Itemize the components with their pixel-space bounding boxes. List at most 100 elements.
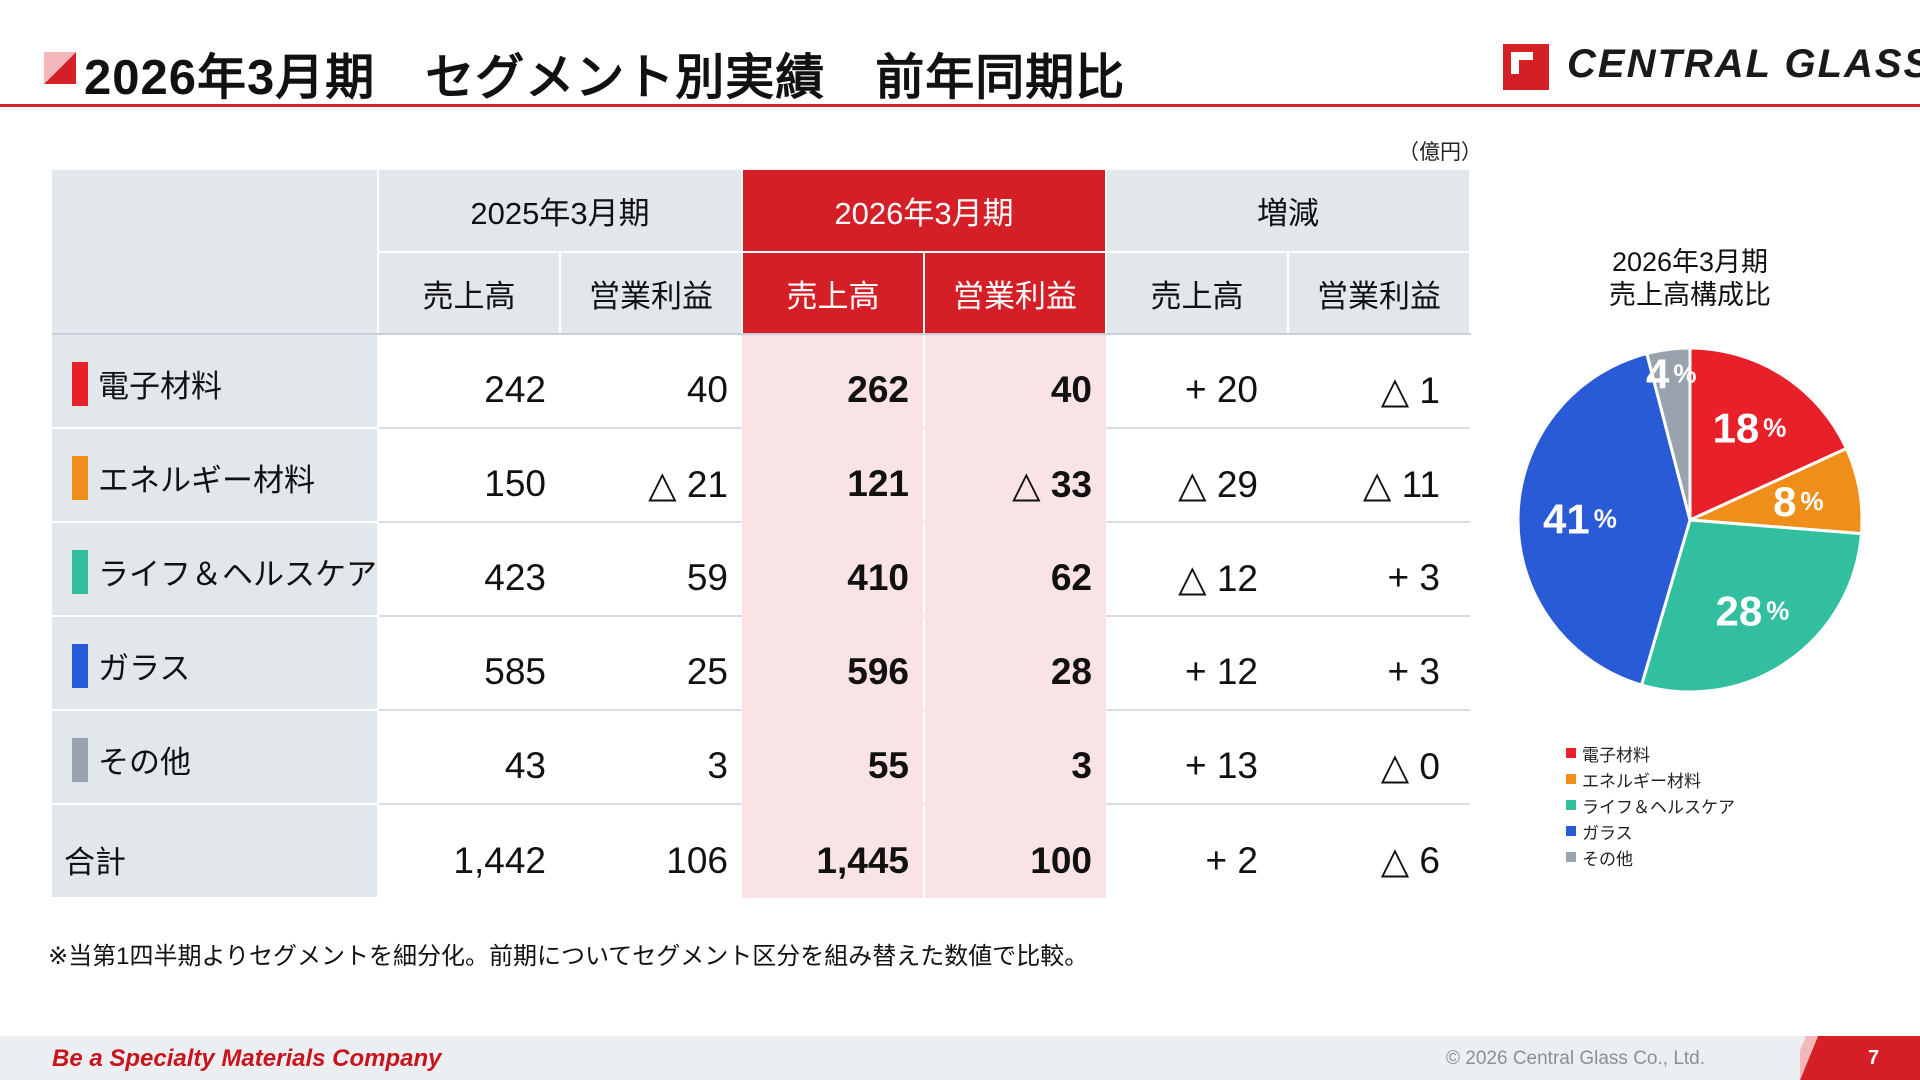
header-current-period: 2026年3月期	[742, 170, 1107, 253]
segment-name: ライフ＆ヘルスケア	[98, 557, 377, 592]
legend-swatch	[1566, 774, 1576, 784]
legend-label: その他	[1582, 849, 1633, 869]
table-footnote: ※当第1四半期よりセグメントを細分化。前期についてセグメント区分を組み替えた数値…	[48, 943, 1089, 970]
cur-op-profit-value: 100	[924, 804, 1106, 898]
subheader-cur-sales: 売上高	[742, 252, 925, 335]
pie-slice	[1688, 346, 1849, 523]
change-op-profit-value: △ 11	[1288, 428, 1470, 523]
legend-swatch	[1566, 800, 1576, 810]
table-period-header-row: 2025年3月期 2026年3月期 増減	[52, 170, 1471, 335]
segment-name: ガラス	[98, 651, 191, 686]
segment-color-bar	[72, 644, 88, 688]
prev-op-profit-value: 40	[560, 334, 742, 429]
pie-title-line-1: 2026年3月期	[1611, 247, 1769, 277]
footer-slogan: Be a Specialty Materials Company	[52, 1045, 442, 1072]
pie-data-label: 8%	[1773, 477, 1823, 524]
segment-color-bar	[72, 456, 88, 500]
legend-item: エネルギー材料	[1566, 766, 1735, 792]
segment-color-bar	[72, 362, 88, 406]
prev-op-profit-value: 59	[560, 522, 742, 617]
subheader-cur-op-profit: 営業利益	[924, 252, 1107, 335]
segment-color-bar	[72, 550, 88, 594]
change-sales-value: + 12	[1106, 616, 1288, 711]
prev-op-profit-value: 3	[560, 710, 742, 805]
page-number: 7	[1868, 1047, 1880, 1069]
legend-swatch	[1566, 852, 1576, 862]
footer-copyright: © 2026 Central Glass Co., Ltd.	[1446, 1048, 1706, 1069]
prev-sales-value: 242	[378, 334, 560, 429]
cur-op-profit-value: 28	[924, 616, 1106, 711]
table-row: ガラス 585 25 596 28 + 12 + 3	[52, 616, 1470, 711]
cur-op-profit-value: 3	[924, 710, 1106, 805]
change-sales-value: + 2	[1205, 839, 1258, 881]
cur-sales-value: 55	[742, 710, 925, 805]
legend-label: エネルギー材料	[1582, 771, 1701, 791]
change-op-profit-value: △ 1	[1288, 334, 1470, 429]
logo-icon	[1503, 44, 1549, 90]
subheader-prev-op-profit: 営業利益	[560, 252, 743, 335]
table-total-row: 合計 1,442 106 1,445 100 + 2 △ 6	[52, 804, 1470, 899]
cur-op-profit-value: △ 33	[924, 428, 1106, 523]
pie-data-label: 4%	[1646, 350, 1696, 397]
table-row: 電子材料 242 40 262 40 + 20 △ 1	[52, 334, 1470, 429]
change-op-profit-value: △ 6	[1380, 840, 1440, 881]
page-title: 2026年3月期 セグメント別実績 前年同期比	[84, 51, 1126, 105]
subheader-change-sales: 売上高	[1106, 252, 1289, 335]
segment-label-cell: その他	[52, 710, 379, 805]
change-sales-value: + 20	[1106, 334, 1288, 429]
pie-slice	[1639, 518, 1864, 694]
header-prev-period: 2025年3月期	[378, 170, 743, 253]
segment-color-bar	[72, 738, 88, 782]
legend-item: ガラス	[1566, 818, 1735, 844]
segment-name: エネルギー材料	[98, 463, 315, 498]
pie-data-label: 41%	[1543, 495, 1617, 542]
subheader-prev-sales: 売上高	[378, 252, 561, 335]
cur-sales-value: 262	[742, 334, 925, 429]
legend-swatch	[1566, 748, 1576, 758]
change-sales-value: △ 12	[1106, 522, 1288, 617]
slide-header: 2026年3月期 セグメント別実績 前年同期比 CENTRAL GLASS	[0, 0, 1920, 107]
change-op-profit-value: △ 0	[1288, 710, 1470, 805]
segment-name: 電子材料	[98, 369, 222, 404]
prev-op-profit-value: 25	[560, 616, 742, 711]
cur-op-profit-value: 62	[924, 522, 1106, 617]
legend-item: ライフ＆ヘルスケア	[1566, 792, 1735, 818]
legend-label: ライフ＆ヘルスケア	[1582, 797, 1735, 817]
title-corner-mark	[44, 52, 76, 84]
table-corner-cell	[52, 170, 379, 335]
segment-label-cell: エネルギー材料	[52, 428, 379, 523]
legend-label: 電子材料	[1582, 745, 1650, 765]
sales-composition-pie-chart: 18 % 8 % 28 % 41 % 4%	[1516, 346, 1864, 694]
pie-chart-title: 2026年3月期 売上高構成比	[1540, 246, 1840, 312]
pie-slice	[1644, 346, 1692, 521]
subheader-change-op-profit: 営業利益	[1288, 252, 1471, 335]
prev-sales-value: 43	[378, 710, 560, 805]
prev-op-profit-value: 106	[666, 839, 728, 881]
cur-sales-value: 121	[742, 428, 925, 523]
pie-data-label: 28%	[1716, 587, 1790, 634]
segment-name: その他	[98, 745, 191, 780]
table-row: その他 43 3 55 3 + 13 △ 0	[52, 710, 1470, 805]
pie-title-line-2: 売上高構成比	[1609, 280, 1771, 310]
table-row: ライフ＆ヘルスケア 423 59 410 62 △ 12 + 3	[52, 522, 1470, 617]
pie-data-label: 18%	[1713, 404, 1787, 451]
cur-sales-value: 596	[742, 616, 925, 711]
header-divider	[0, 104, 1920, 107]
total-label-cell: 合計	[52, 804, 379, 899]
cur-sales-value: 410	[742, 522, 925, 617]
change-op-profit-value: + 3	[1288, 616, 1470, 711]
table-row: エネルギー材料 150 △ 21 121 △ 33 △ 29 △ 11	[52, 428, 1470, 523]
pie-slice	[1516, 351, 1692, 687]
total-label: 合計	[64, 845, 126, 880]
change-sales-value: △ 29	[1106, 428, 1288, 523]
prev-sales-value: 423	[378, 522, 560, 617]
prev-op-profit-value: △ 21	[560, 428, 742, 523]
company-logo: CENTRAL GLASS	[1503, 42, 1920, 92]
segment-results-table: 2025年3月期 2026年3月期 増減 売上高 営業利益 売上高 営業利益 売…	[52, 170, 1471, 899]
logo-text: CENTRAL GLASS	[1567, 42, 1920, 86]
cur-sales-value: 1,445	[742, 804, 925, 898]
legend-item: その他	[1566, 844, 1735, 870]
cur-op-profit-value: 40	[924, 334, 1106, 429]
segment-label-cell: ガラス	[52, 616, 379, 711]
slide-footer: Be a Specialty Materials Company © 2026 …	[0, 1036, 1920, 1080]
